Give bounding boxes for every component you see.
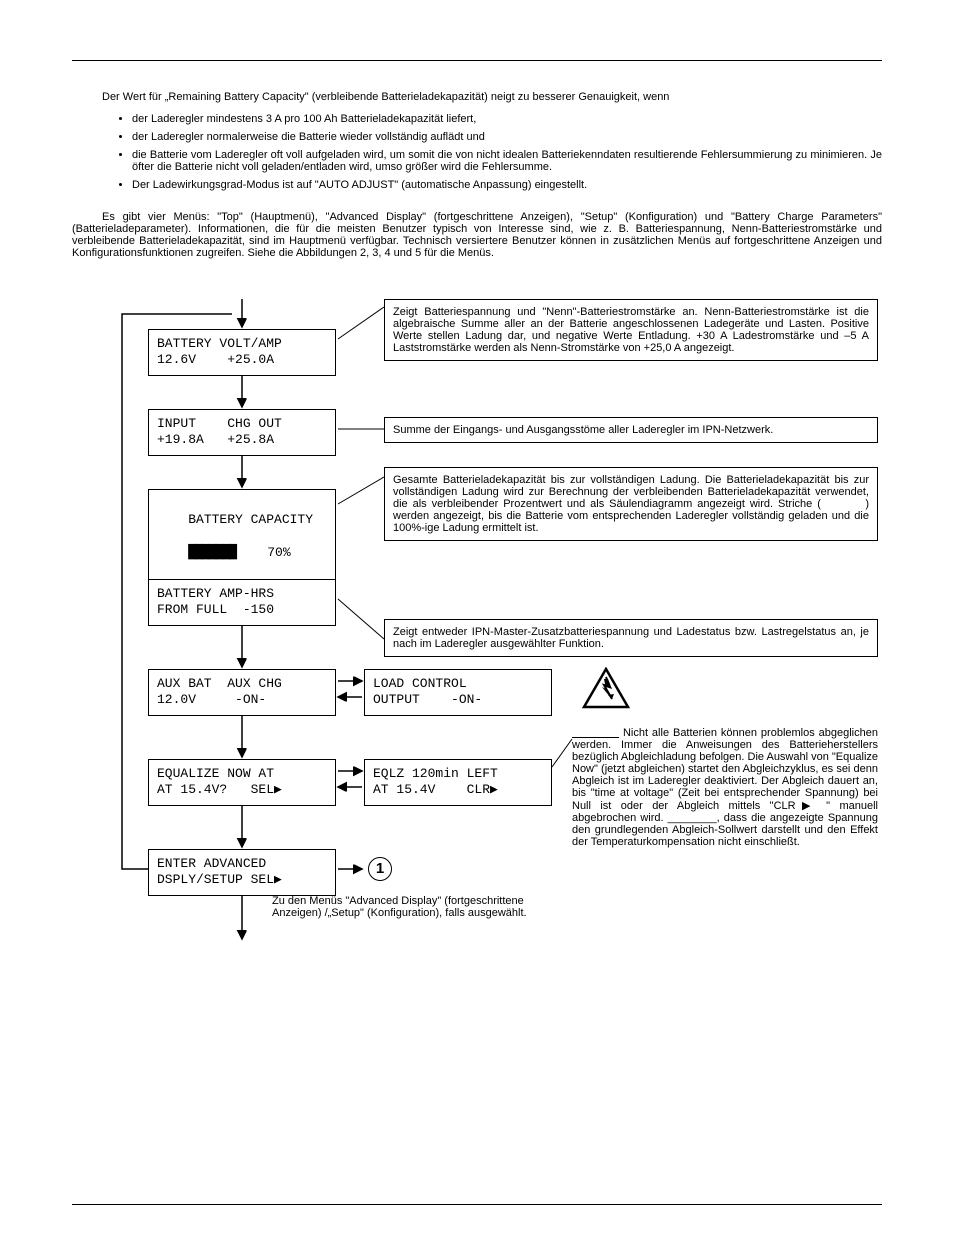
desc-aux-load: Zeigt entweder IPN-Master-Zusatzbatterie…	[384, 619, 878, 657]
enter-advanced-sublabel: Zu den Menüs "Advanced Display" (fortges…	[272, 895, 562, 919]
bullet-item: die Batterie vom Laderegler oft voll auf…	[132, 149, 882, 173]
warning-icon	[582, 667, 630, 709]
lcd-input-chg-out: INPUT CHG OUT +19.8A +25.8A	[148, 409, 336, 456]
desc-battery-capacity: Gesamte Batterieladekapazität bis zur vo…	[384, 467, 878, 541]
lcd-battery-volt-amp: BATTERY VOLT/AMP 12.6V +25.0A	[148, 329, 336, 376]
lcd-enter-advanced: ENTER ADVANCED DSPLY/SETUP SEL▶	[148, 849, 336, 896]
bullet-item: der Laderegler mindestens 3 A pro 100 Ah…	[132, 113, 882, 125]
lcd-aux-bat: AUX BAT AUX CHG 12.0V -ON-	[148, 669, 336, 716]
intro-paragraph: Der Wert für „Remaining Battery Capacity…	[72, 91, 882, 103]
desc-equalize-warning: Nicht alle Batterien können problemlos a…	[572, 727, 878, 848]
lcd-battery-amp-hrs: BATTERY AMP-HRS FROM FULL -150	[148, 579, 336, 626]
desc-input-chg-out: Summe der Eingangs- und Ausgangsstöme al…	[384, 417, 878, 443]
page-top-rule	[72, 60, 882, 61]
accuracy-bullets: der Laderegler mindestens 3 A pro 100 Ah…	[72, 113, 882, 191]
menus-paragraph: Es gibt vier Menüs: "Top" (Hauptmenü), "…	[72, 211, 882, 259]
desc-equalize-text: Nicht alle Batterien können problemlos a…	[572, 727, 878, 848]
desc-battery-volt-amp: Zeigt Batteriespannung und "Nenn"-Batter…	[384, 299, 878, 361]
battery-capacity-bar: ███████	[188, 545, 236, 560]
bullet-item: Der Ladewirkungsgrad-Modus ist auf "AUTO…	[132, 179, 882, 191]
battery-capacity-pct: 70%	[267, 545, 290, 560]
battery-capacity-label: BATTERY CAPACITY	[188, 512, 313, 527]
desc-battery-capacity-a: Gesamte Batterieladekapazität bis zur vo…	[393, 474, 869, 510]
page-bottom-rule	[72, 1204, 882, 1205]
lcd-battery-capacity: BATTERY CAPACITY ███████ 70%	[148, 489, 336, 582]
lcd-equalize-now: EQUALIZE NOW AT AT 15.4V? SEL▶	[148, 759, 336, 806]
lcd-load-control: LOAD CONTROL OUTPUT -ON-	[364, 669, 552, 716]
lcd-eqlz-left: EQLZ 120min LEFT AT 15.4V CLR▶	[364, 759, 552, 806]
circled-one: 1	[368, 857, 392, 881]
top-menu-diagram: BATTERY VOLT/AMP 12.6V +25.0A INPUT CHG …	[72, 299, 882, 999]
desc-battery-capacity-gap	[826, 498, 861, 510]
bullet-item: der Laderegler normalerweise die Batteri…	[132, 131, 882, 143]
